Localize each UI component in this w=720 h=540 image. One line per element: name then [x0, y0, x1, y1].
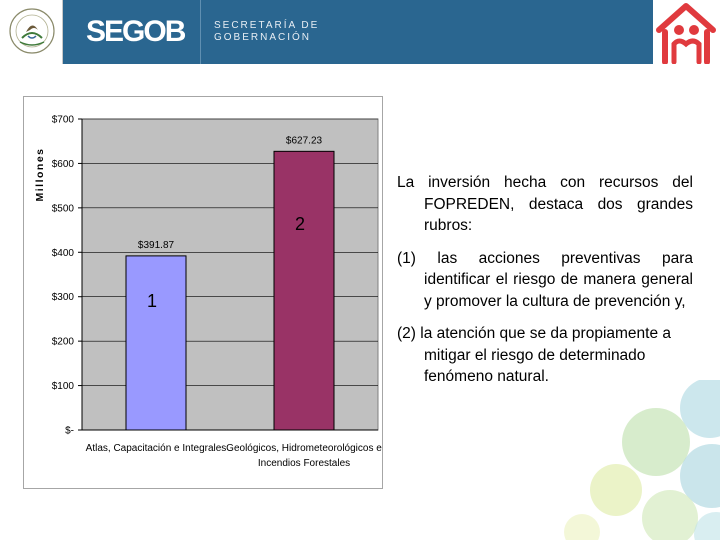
item-2-paragraph: (2) la atención que se da propiamente a …: [397, 325, 672, 385]
header-divider: [200, 0, 201, 64]
mexico-coat-of-arms-icon: [9, 8, 55, 54]
house-figure-logo-icon: [656, 3, 716, 65]
item-1-paragraph: (1) las acciones preventivas para identi…: [397, 249, 693, 310]
ministry-name: SECRETARÍA DE GOBERNACIÓN: [214, 20, 319, 44]
y-tick-label: $-: [65, 426, 74, 437]
bar-number-label: 1: [147, 291, 157, 311]
x-tick-label: Atlas, Capacitación e Integrales: [86, 443, 227, 454]
ministry-name-line2: GOBERNACIÓN: [214, 32, 312, 43]
bar: [273, 150, 335, 431]
y-axis-label: Millones: [34, 147, 46, 201]
decorative-circles: [564, 380, 720, 540]
description-text: La inversión hecha con recursos del FOPR…: [397, 172, 693, 399]
seal-box: [0, 0, 63, 64]
y-tick-label: $400: [52, 248, 75, 259]
chart-frame: $- $100 $200 $300 $400 $500 $600 $700 Millones $3…: [23, 96, 383, 489]
y-tick-label: $500: [52, 203, 75, 214]
ministry-name-line1: SECRETARÍA DE: [214, 20, 320, 31]
x-tick-label: Incendios Forestales: [258, 458, 350, 469]
intro-paragraph: La inversión hecha con recursos del FOPR…: [397, 174, 693, 234]
data-label: $391.87: [138, 240, 175, 251]
y-tick-label: $100: [52, 381, 75, 392]
x-tick-label: Geológicos, Hidrometeorológicos e: [226, 443, 382, 454]
bar-chart: $- $100 $200 $300 $400 $500 $600 $700 Millones $3…: [34, 115, 382, 470]
y-tick-label: $700: [52, 115, 75, 126]
data-label: $627.23: [286, 135, 323, 146]
house-logo-box: [653, 0, 720, 65]
segob-logo: SEGOB: [86, 15, 186, 48]
y-tick-label: $200: [52, 337, 75, 348]
y-tick-label: $300: [52, 292, 75, 303]
header-bar: SEGOB SECRETARÍA DE GOBERNACIÓN: [0, 0, 720, 65]
y-tick-label: $600: [52, 159, 75, 170]
bar-number-label: 2: [295, 214, 305, 234]
bar: [125, 255, 187, 431]
header-band: [63, 0, 653, 64]
